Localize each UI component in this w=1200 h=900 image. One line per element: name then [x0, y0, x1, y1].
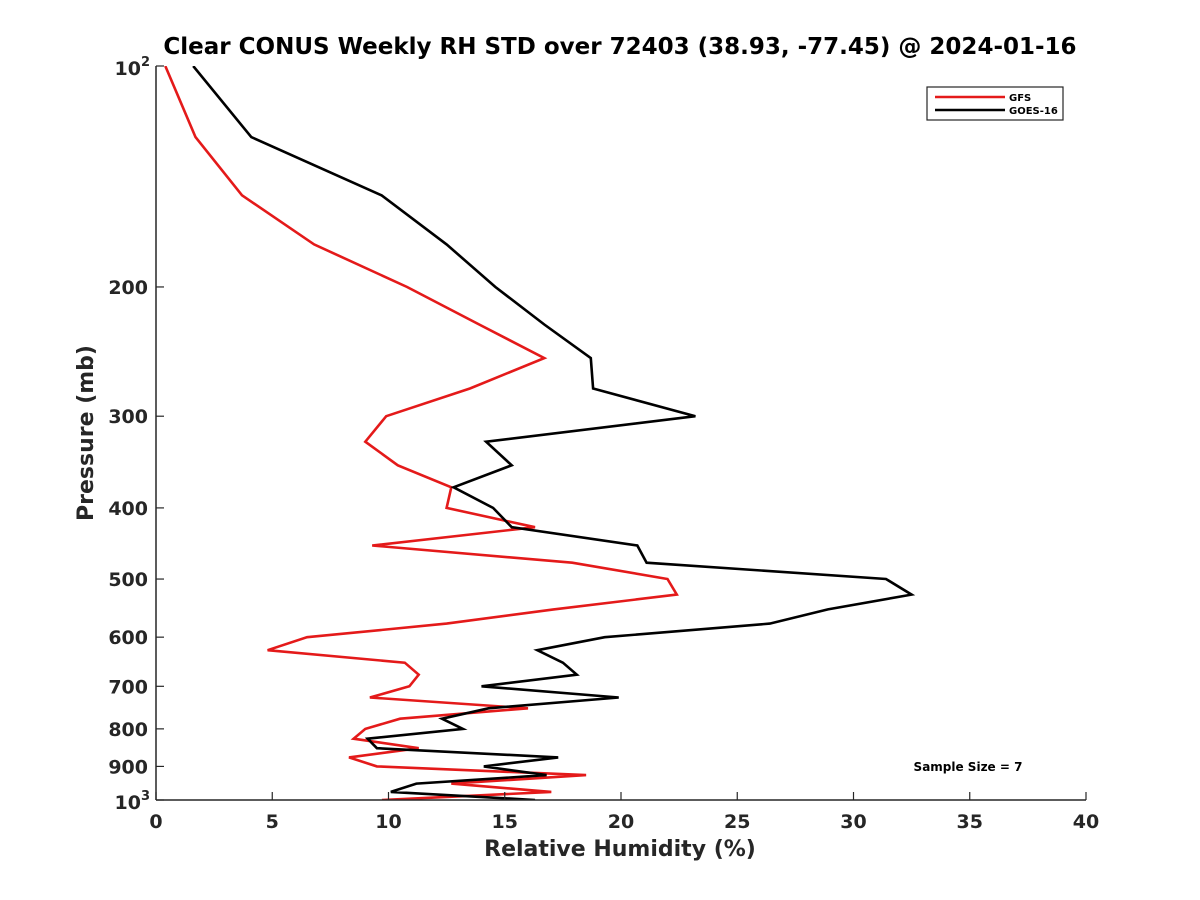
x-tick-label: 0 — [149, 811, 162, 833]
y-tick-label: 200 — [108, 277, 148, 299]
y-tick-label: 700 — [108, 676, 148, 698]
x-tick-label: 40 — [1073, 811, 1099, 833]
sample-size-annotation: Sample Size = 7 — [914, 760, 1023, 774]
y-tick-label: 500 — [108, 569, 148, 591]
y-tick-label: 800 — [108, 719, 148, 741]
y-tick-label: 300 — [108, 406, 148, 428]
chart-title: Clear CONUS Weekly RH STD over 72403 (38… — [163, 34, 1076, 60]
x-tick-label: 20 — [608, 811, 634, 833]
x-tick-label: 25 — [724, 811, 750, 833]
y-tick-label: 400 — [108, 498, 148, 520]
x-tick-label: 15 — [492, 811, 518, 833]
series-layer — [164, 66, 916, 800]
x-axis-label: Relative Humidity (%) — [484, 837, 756, 862]
series-line-goes-16 — [192, 66, 916, 800]
axes-layer: 0 5 10 15 20 25 30 35 40 102 200 300 400 500 600 700 800… — [108, 55, 1099, 833]
y-axis-label: Pressure (mb) — [74, 345, 99, 521]
y-tick-label: 900 — [108, 756, 148, 778]
y-tick-label: 102 — [115, 55, 151, 80]
legend-label: GOES-16 — [1009, 106, 1058, 117]
legend: GFS GOES-16 — [926, 86, 1064, 121]
x-tick-label: 5 — [266, 811, 279, 833]
x-tick-label: 10 — [375, 811, 401, 833]
y-tick-label: 103 — [115, 789, 151, 814]
plot-area: 0 5 10 15 20 25 30 35 40 102 200 300 400 500 600 700 800… — [108, 55, 1099, 833]
y-tick-label: 600 — [108, 627, 148, 649]
legend-box — [926, 86, 1064, 121]
x-tick-label: 35 — [957, 811, 983, 833]
legend-label: GFS — [1009, 93, 1031, 104]
series-line-gfs — [164, 66, 679, 800]
x-tick-label: 30 — [840, 811, 866, 833]
